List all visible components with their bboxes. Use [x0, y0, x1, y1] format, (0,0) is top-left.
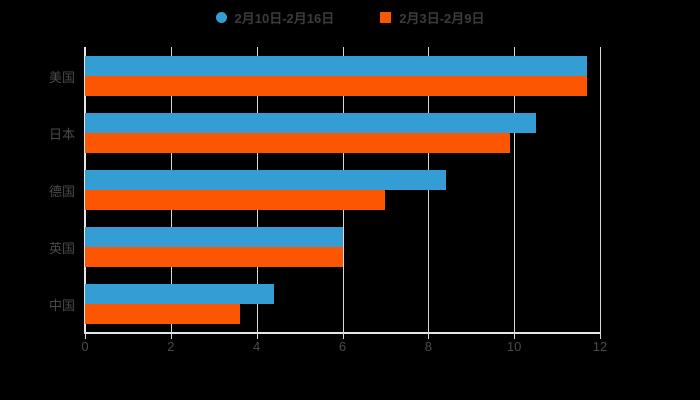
legend-marker-circle-icon [215, 12, 227, 23]
category-label: 中国 [48, 297, 75, 313]
x-tick-label: 8 [424, 339, 432, 354]
gridline-x-8 [428, 47, 430, 332]
x-tick-mark-8 [428, 332, 430, 339]
bar[interactable] [85, 169, 446, 190]
bar[interactable] [85, 303, 240, 324]
bar[interactable] [85, 246, 343, 267]
bar[interactable] [85, 55, 588, 76]
plot-area: 0 2 4 6 8 10 12 美国日本德国英国中国 [49, 47, 607, 354]
x-tick-label: 0 [81, 339, 89, 354]
x-tick-mark-2 [170, 332, 172, 339]
legend-marker-square-icon [380, 12, 392, 23]
bar-group: 德国 [49, 169, 600, 210]
x-axis-line [84, 332, 600, 334]
x-tick-mark-0 [85, 332, 86, 339]
x-tick-label: 4 [253, 339, 261, 354]
bar[interactable] [85, 75, 588, 96]
x-tick-label: 2 [167, 339, 175, 354]
bar[interactable] [85, 283, 274, 304]
x-tick-label: 10 [506, 339, 522, 354]
x-tick-label: 12 [592, 339, 608, 354]
category-label: 日本 [48, 126, 75, 142]
gridline-x-12 [600, 47, 601, 332]
x-tick-label: 6 [338, 339, 347, 354]
chart-legend: 2月10日-2月16日 2月3日-2月9日 [0, 8, 700, 27]
bar[interactable] [85, 112, 536, 133]
bar-group: 中国 [49, 283, 600, 324]
x-tick-mark-10 [514, 332, 516, 339]
bar-group: 英国 [49, 226, 600, 267]
category-label: 英国 [48, 240, 75, 256]
legend-label: 2月3日-2月9日 [399, 11, 485, 26]
category-label: 美国 [48, 69, 75, 85]
x-tick-mark-4 [256, 332, 258, 339]
bar[interactable] [85, 132, 510, 153]
bar[interactable] [85, 226, 343, 247]
x-tick-mark-6 [342, 332, 344, 339]
category-label: 德国 [48, 183, 75, 199]
legend-label: 2月10日-2月16日 [234, 11, 335, 26]
bar-group: 日本 [49, 112, 600, 153]
x-tick-mark-12 [600, 332, 601, 339]
bar-group: 美国 [49, 55, 600, 96]
legend-item-1[interactable]: 2月3日-2月9日 [380, 8, 484, 27]
gridline-x-10 [514, 47, 516, 332]
legend-item-0[interactable]: 2月10日-2月16日 [215, 8, 335, 27]
bar[interactable] [85, 189, 386, 210]
